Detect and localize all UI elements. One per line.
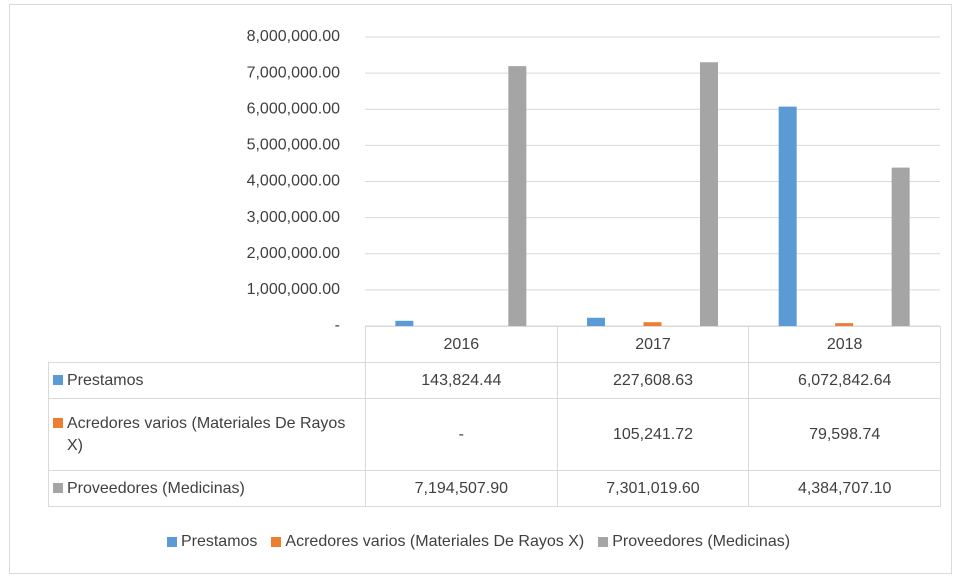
chart-border — [9, 4, 952, 574]
legend: Prestamos Acredores varios (Materiales De… — [0, 533, 957, 551]
legend-key — [598, 537, 609, 547]
y-tick-label: 5,000,000.00 — [247, 137, 341, 154]
table-cell: 227,608.63 — [556, 362, 750, 399]
bar — [508, 66, 527, 327]
y-tick-label: 6,000,000.00 — [247, 100, 341, 117]
table-cell: 105,241.72 — [556, 398, 750, 471]
table-header-cell: 2017 — [556, 326, 750, 363]
table-row-header: Proveedores (Medicinas) — [48, 470, 366, 507]
legend-key — [53, 482, 63, 493]
table-cell: 6,072,842.64 — [748, 362, 941, 399]
bar — [700, 62, 718, 326]
table-cell: 79,598.74 — [748, 398, 941, 471]
legend-key — [271, 537, 282, 547]
table-cell: 4,384,707.10 — [748, 470, 941, 507]
legend-key — [53, 374, 63, 385]
bar — [395, 320, 414, 326]
table-cell: 7,194,507.90 — [365, 470, 558, 507]
table-header-cell: 2016 — [365, 326, 558, 363]
legend-item: Proveedores (Medicinas) — [598, 533, 790, 551]
legend-label: Acredores varios (Materiales De Rayos X) — [285, 533, 585, 550]
bar — [778, 106, 797, 326]
legend-key — [53, 417, 63, 428]
y-tick-label: 3,000,000.00 — [247, 209, 341, 226]
row-label: Prestamos — [53, 370, 143, 392]
bar — [835, 323, 854, 326]
table-cell: 7,301,019.60 — [556, 470, 750, 507]
bar — [587, 317, 605, 326]
legend-key — [166, 537, 177, 547]
table-cell: 143,824.44 — [365, 362, 558, 399]
row-label: Proveedores (Medicinas) — [53, 478, 245, 500]
y-tick-label: - — [335, 317, 340, 334]
y-tick-label: 7,000,000.00 — [247, 64, 341, 81]
table-row-header: Prestamos — [48, 362, 366, 399]
y-tick-label: 4,000,000.00 — [247, 173, 341, 190]
bar — [643, 322, 662, 326]
y-tick-label: 8,000,000.00 — [247, 28, 341, 45]
row-label: Acredores varios (Materiales De Rayos X) — [53, 413, 365, 457]
legend-item: Prestamos — [166, 533, 258, 551]
table-header-cell: 2018 — [748, 326, 941, 363]
legend-item: Acredores varios (Materiales De Rayos X) — [271, 533, 584, 551]
table-row-header: Acredores varios (Materiales De Rayos X) — [48, 398, 366, 471]
table-cell: - — [365, 398, 558, 471]
y-tick-label: 1,000,000.00 — [247, 281, 341, 298]
legend-label: Proveedores (Medicinas) — [612, 533, 791, 550]
y-tick-label: 2,000,000.00 — [247, 245, 341, 262]
series-name: Proveedores (Medicinas) — [67, 479, 245, 497]
legend-label: Prestamos — [180, 533, 258, 550]
series-name: Prestamos — [67, 371, 144, 389]
bar — [891, 167, 910, 326]
series-name: Acredores varios (Materiales De Rayos X) — [67, 414, 346, 454]
